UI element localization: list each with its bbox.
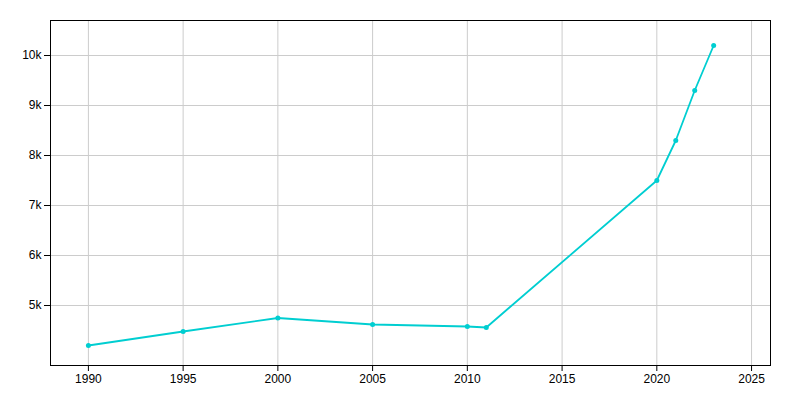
svg-text:10k: 10k bbox=[22, 48, 42, 62]
svg-text:6k: 6k bbox=[29, 248, 43, 262]
svg-text:2000: 2000 bbox=[265, 372, 292, 386]
svg-text:1995: 1995 bbox=[170, 372, 197, 386]
svg-text:7k: 7k bbox=[29, 198, 43, 212]
svg-text:2010: 2010 bbox=[454, 372, 481, 386]
svg-text:2025: 2025 bbox=[738, 372, 765, 386]
svg-text:1990: 1990 bbox=[75, 372, 102, 386]
svg-text:5k: 5k bbox=[29, 298, 43, 312]
svg-text:2020: 2020 bbox=[643, 372, 670, 386]
svg-text:9k: 9k bbox=[29, 98, 43, 112]
svg-text:2015: 2015 bbox=[549, 372, 576, 386]
svg-text:8k: 8k bbox=[29, 148, 43, 162]
svg-text:2005: 2005 bbox=[359, 372, 386, 386]
